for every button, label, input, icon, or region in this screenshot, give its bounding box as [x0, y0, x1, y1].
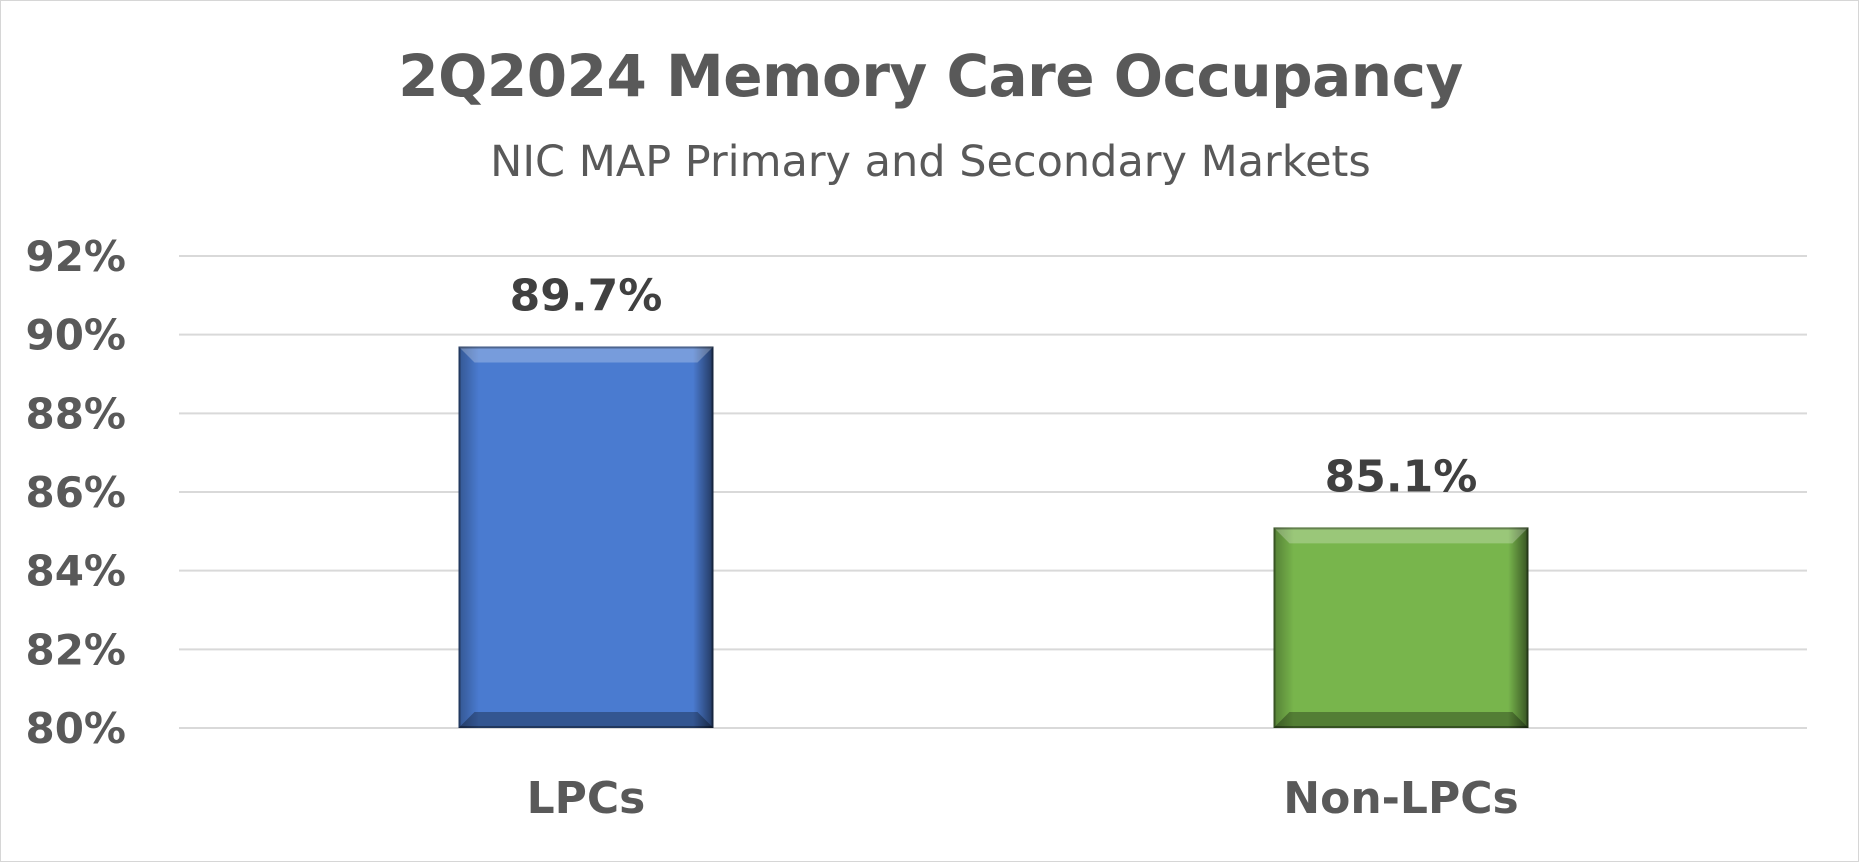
bar-outline	[1273, 527, 1529, 729]
bar-top-bevel	[1273, 527, 1529, 544]
bar-shading-horizontal	[1273, 527, 1529, 728]
x-axis-category-labels: LPCs Non-LPCs	[527, 773, 1519, 824]
bar-shading-horizontal	[458, 346, 714, 728]
bar-bottom-bevel	[458, 712, 714, 728]
bar-lpcs	[458, 346, 714, 728]
bars	[458, 346, 1529, 729]
chart-title: 2Q2024 Memory Care Occupancy	[398, 42, 1463, 110]
data-label: 85.1%	[1325, 451, 1478, 502]
bar-bottom-bevel	[1273, 712, 1529, 728]
bar-outline	[458, 346, 714, 728]
y-tick-label: 88%	[25, 389, 126, 438]
x-category-label: LPCs	[527, 773, 646, 824]
y-tick-label: 80%	[25, 704, 126, 753]
chart-subtitle: NIC MAP Primary and Secondary Markets	[490, 137, 1371, 187]
gridlines	[179, 255, 1807, 729]
y-axis-tick-labels: 80% 82% 84% 86% 88% 90% 92%	[25, 232, 126, 753]
y-tick-label: 86%	[25, 468, 126, 517]
x-category-label: Non-LPCs	[1283, 773, 1518, 824]
data-label: 89.7%	[510, 270, 663, 321]
bar-non-lpcs	[1273, 527, 1529, 729]
y-tick-label: 82%	[25, 625, 126, 674]
y-tick-label: 84%	[25, 547, 126, 596]
bar-top-bevel	[458, 346, 714, 363]
y-tick-label: 92%	[25, 232, 126, 281]
data-labels: 89.7% 85.1%	[510, 270, 1478, 502]
y-tick-label: 90%	[25, 311, 126, 360]
